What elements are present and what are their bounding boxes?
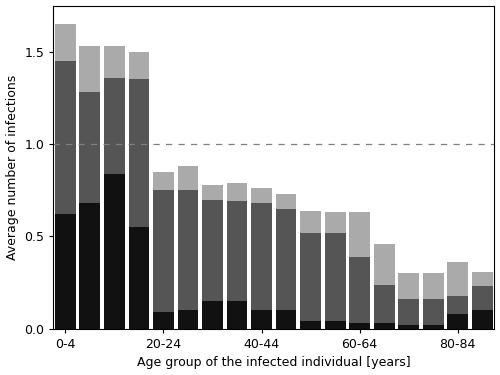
Bar xyxy=(178,166,199,190)
X-axis label: Age group of the infected individual [years]: Age group of the infected individual [ye… xyxy=(137,357,410,369)
Bar xyxy=(153,312,174,329)
Bar xyxy=(128,80,150,227)
Bar xyxy=(226,301,248,329)
Bar xyxy=(447,262,468,296)
Bar xyxy=(128,52,150,80)
Bar xyxy=(472,286,492,310)
Bar xyxy=(251,189,272,203)
Bar xyxy=(202,185,223,200)
Bar xyxy=(374,323,394,329)
Bar xyxy=(324,233,345,321)
Bar xyxy=(104,174,125,329)
Bar xyxy=(226,183,248,201)
Bar xyxy=(300,211,321,233)
Bar xyxy=(324,321,345,329)
Bar xyxy=(178,190,199,310)
Bar xyxy=(153,190,174,312)
Bar xyxy=(80,92,100,203)
Bar xyxy=(276,310,296,329)
Bar xyxy=(251,310,272,329)
Bar xyxy=(374,244,394,285)
Bar xyxy=(300,321,321,329)
Bar xyxy=(398,299,419,325)
Bar xyxy=(251,203,272,310)
Bar xyxy=(447,296,468,314)
Bar xyxy=(422,325,444,329)
Bar xyxy=(178,310,199,329)
Bar xyxy=(202,301,223,329)
Bar xyxy=(153,172,174,190)
Bar xyxy=(55,214,76,329)
Y-axis label: Average number of infections: Average number of infections xyxy=(6,75,18,260)
Bar xyxy=(349,213,370,257)
Bar xyxy=(226,201,248,301)
Bar xyxy=(447,314,468,329)
Bar xyxy=(349,257,370,323)
Bar xyxy=(55,24,76,61)
Bar xyxy=(104,46,125,78)
Bar xyxy=(276,209,296,310)
Bar xyxy=(398,273,419,299)
Bar xyxy=(422,273,444,299)
Bar xyxy=(324,213,345,233)
Bar xyxy=(104,78,125,174)
Bar xyxy=(80,46,100,92)
Bar xyxy=(300,233,321,321)
Bar xyxy=(422,299,444,325)
Bar xyxy=(276,194,296,209)
Bar xyxy=(398,325,419,329)
Bar xyxy=(349,323,370,329)
Bar xyxy=(128,227,150,329)
Bar xyxy=(202,200,223,301)
Bar xyxy=(374,285,394,323)
Bar xyxy=(472,310,492,329)
Bar xyxy=(80,203,100,329)
Bar xyxy=(472,272,492,286)
Bar xyxy=(55,61,76,214)
